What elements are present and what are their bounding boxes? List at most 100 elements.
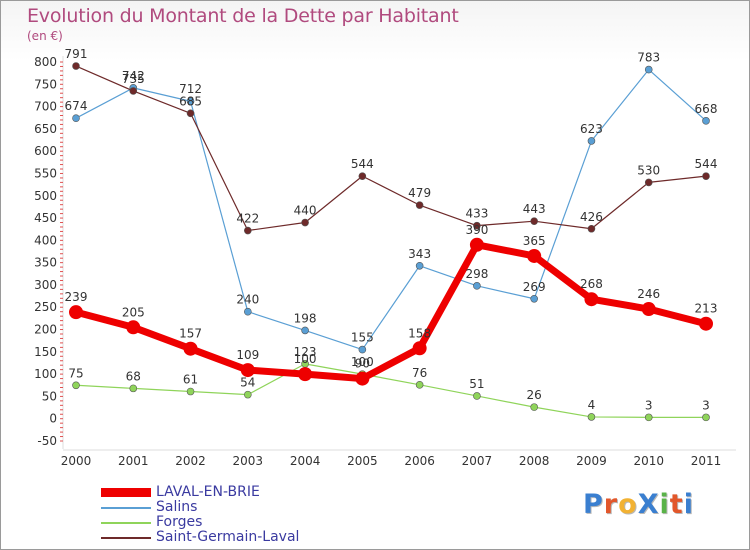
y-tick-label: 700 bbox=[34, 100, 57, 114]
data-point bbox=[72, 62, 80, 70]
data-point bbox=[129, 384, 138, 393]
data-point bbox=[298, 367, 313, 382]
data-label: 155 bbox=[351, 331, 374, 345]
chart-title: Evolution du Montant de la Dette par Hab… bbox=[27, 5, 459, 27]
data-label: 157 bbox=[179, 327, 202, 341]
data-label: 433 bbox=[465, 207, 488, 221]
series-laval-en-brie bbox=[69, 237, 713, 386]
x-tick-label: 2003 bbox=[233, 454, 264, 468]
data-label: 246 bbox=[637, 287, 660, 301]
data-point bbox=[415, 261, 424, 270]
x-tick-label: 2001 bbox=[118, 454, 149, 468]
data-label: 365 bbox=[523, 234, 546, 248]
y-tick-label: 750 bbox=[34, 77, 57, 91]
x-tick-label: 2005 bbox=[347, 454, 378, 468]
data-label: 390 bbox=[465, 223, 488, 237]
data-label: 109 bbox=[236, 348, 259, 362]
data-label: 674 bbox=[65, 99, 88, 113]
series-line-forges bbox=[75, 363, 706, 418]
series-line-salins bbox=[75, 68, 707, 351]
y-tick-label: 400 bbox=[34, 233, 57, 247]
legend-swatch bbox=[101, 522, 151, 524]
data-point bbox=[469, 237, 484, 252]
data-label: 205 bbox=[122, 305, 145, 319]
data-label: 76 bbox=[412, 366, 427, 380]
data-label: 4 bbox=[588, 398, 596, 412]
data-point bbox=[183, 341, 198, 356]
x-tick-label: 2004 bbox=[290, 454, 321, 468]
data-label: 422 bbox=[236, 212, 259, 226]
data-label: 623 bbox=[580, 122, 603, 136]
series-layer bbox=[69, 62, 713, 422]
legend-swatch bbox=[101, 507, 151, 509]
data-point bbox=[587, 137, 596, 145]
chart-unit-label: (en €) bbox=[27, 29, 63, 43]
data-label: 90 bbox=[355, 357, 370, 371]
data-point bbox=[644, 413, 653, 422]
data-point bbox=[126, 320, 141, 335]
legend-label: Salins bbox=[156, 499, 198, 515]
data-point bbox=[530, 294, 538, 303]
data-point bbox=[186, 387, 195, 396]
data-label: 239 bbox=[65, 290, 88, 304]
x-tick-label: 2009 bbox=[576, 454, 607, 468]
y-tick-label: 650 bbox=[34, 122, 57, 136]
x-tick-label: 2000 bbox=[61, 454, 92, 468]
data-label: 240 bbox=[236, 293, 259, 307]
data-point bbox=[129, 87, 138, 95]
data-label: 54 bbox=[240, 376, 255, 390]
data-label: 123 bbox=[294, 345, 317, 359]
data-point bbox=[244, 390, 252, 399]
data-label: 712 bbox=[179, 82, 202, 96]
data-label: 213 bbox=[695, 302, 718, 316]
series-salins bbox=[72, 65, 710, 354]
y-tick-label: -50 bbox=[37, 434, 57, 448]
chart-axes: -50 0 50 100 150 200 250 300 350 400 450 500 550 600 6… bbox=[34, 55, 736, 468]
data-label: 544 bbox=[351, 157, 374, 171]
data-label: 783 bbox=[637, 51, 660, 65]
data-label: 440 bbox=[294, 204, 317, 218]
legend-label: Forges bbox=[156, 514, 203, 530]
data-label: 298 bbox=[465, 267, 488, 281]
data-point bbox=[530, 403, 538, 411]
data-label: 426 bbox=[580, 210, 603, 224]
data-point bbox=[186, 109, 195, 118]
data-point bbox=[530, 217, 538, 225]
data-label: 198 bbox=[294, 311, 317, 325]
proxiti-logo: ProXiti bbox=[583, 489, 694, 520]
y-tick-label: 300 bbox=[34, 278, 57, 292]
data-label: 26 bbox=[527, 388, 542, 402]
data-point bbox=[473, 392, 481, 400]
data-label: 269 bbox=[523, 280, 546, 294]
series-line-laval-en-brie bbox=[75, 241, 707, 383]
y-tick-label: 350 bbox=[34, 256, 57, 270]
data-point bbox=[72, 381, 80, 390]
y-tick-label: 100 bbox=[34, 367, 57, 381]
data-point bbox=[702, 413, 710, 422]
data-point bbox=[412, 341, 427, 356]
data-label: 158 bbox=[408, 326, 431, 340]
data-label: 3 bbox=[645, 398, 653, 412]
data-label: 791 bbox=[65, 47, 88, 61]
y-tick-label: 450 bbox=[34, 211, 57, 225]
data-point bbox=[244, 226, 252, 235]
data-point bbox=[702, 117, 710, 125]
legend-label: Saint-Germain-Laval bbox=[156, 529, 300, 545]
data-point bbox=[355, 371, 370, 386]
data-point bbox=[644, 178, 653, 187]
data-label: 544 bbox=[695, 157, 718, 171]
series-line-saint-germain-laval bbox=[75, 65, 707, 232]
data-point bbox=[358, 172, 367, 180]
data-point bbox=[473, 282, 481, 290]
x-tick-label: 2006 bbox=[404, 454, 435, 468]
data-label: 61 bbox=[183, 373, 198, 387]
x-tick-label: 2011 bbox=[691, 454, 722, 468]
x-tick-label: 2007 bbox=[462, 454, 493, 468]
data-label: 668 bbox=[695, 102, 718, 116]
data-label: 735 bbox=[122, 72, 145, 86]
data-point bbox=[244, 307, 252, 316]
data-label: 100 bbox=[351, 355, 374, 369]
legend-label: LAVAL-EN-BRIE bbox=[156, 484, 260, 500]
legend-swatch bbox=[101, 537, 151, 539]
